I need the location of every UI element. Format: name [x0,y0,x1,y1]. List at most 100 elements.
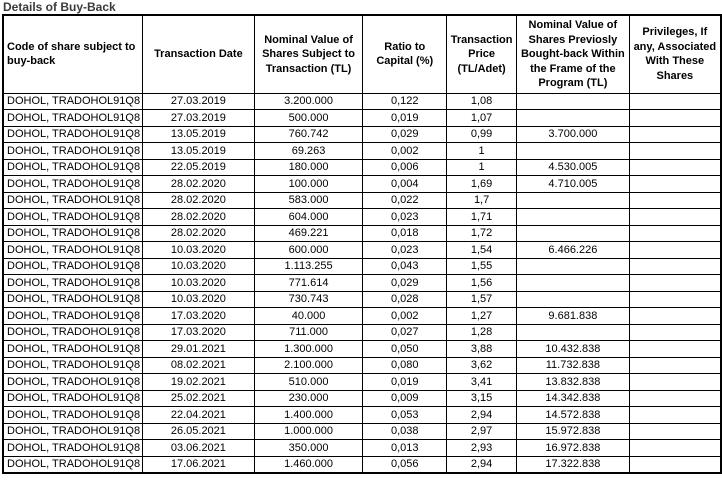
cell: 1.000.000 [253,422,364,441]
cell [628,125,722,144]
cell: 10.03.2020 [142,274,255,292]
cell: DOHOL, TRADOHOL91Q8 [2,274,144,292]
cell: 3,62 [446,356,518,375]
cell: DOHOL, TRADOHOL91Q8 [2,323,144,342]
cell: 1,54 [446,241,518,259]
cell: 2,97 [446,422,518,441]
column-header-3: Ratio to Capital (%) [362,14,448,94]
cell: 1,57 [446,290,518,309]
cell: 510.000 [253,373,364,391]
table-row: DOHOL, TRADOHOL91Q8 25.02.2021 230.000 0,00… [2,389,722,408]
cell: 4.530.005 [516,158,630,177]
cell: 0,019 [362,109,448,127]
cell: 3,88 [446,340,518,358]
cell: 22.05.2019 [142,158,255,177]
cell: 40.000 [253,307,364,325]
cell [628,224,722,243]
cell [516,191,630,210]
table-row: DOHOL, TRADOHOL91Q8 27.03.2019 500.000 0,01… [2,109,722,127]
cell: 0,038 [362,422,448,441]
cell [516,257,630,276]
cell: DOHOL, TRADOHOL91Q8 [2,439,144,457]
table-row: DOHOL, TRADOHOL91Q8 22.05.2019 180.000 0,00… [2,158,722,177]
cell: 1,72 [446,224,518,243]
cell: 28.02.2020 [142,224,255,243]
cell [628,439,722,457]
cell: 0,023 [362,241,448,259]
table-row: DOHOL, TRADOHOL91Q8 29.01.2021 1.300.000 0,… [2,340,722,358]
cell [628,290,722,309]
cell: 1,71 [446,208,518,226]
cell [628,158,722,177]
cell: 6.466.226 [516,241,630,259]
cell: 0,004 [362,175,448,193]
cell [628,257,722,276]
cell: 16.972.838 [516,439,630,457]
cell: 03.06.2021 [142,439,255,457]
cell: DOHOL, TRADOHOL91Q8 [2,257,144,276]
cell: 2,94 [446,455,518,474]
cell: 0,080 [362,356,448,375]
column-header-6: Privileges, If any, Associated With Thes… [628,14,722,94]
cell: DOHOL, TRADOHOL91Q8 [2,422,144,441]
cell: 13.05.2019 [142,125,255,144]
table-row: DOHOL, TRADOHOL91Q8 10.03.2020 771.614 0,02… [2,274,722,292]
table-row: DOHOL, TRADOHOL91Q8 28.02.2020 469.221 0,01… [2,224,722,243]
cell: 0,006 [362,158,448,177]
table-row: DOHOL, TRADOHOL91Q8 28.02.2020 604.000 0,02… [2,208,722,226]
cell: 230.000 [253,389,364,408]
cell: 0,99 [446,125,518,144]
table-row: DOHOL, TRADOHOL91Q8 28.02.2020 100.000 0,00… [2,175,722,193]
cell: 1.460.000 [253,455,364,474]
cell [628,422,722,441]
cell: 10.03.2020 [142,290,255,309]
cell [628,175,722,193]
cell: 14.342.838 [516,389,630,408]
cell [628,389,722,408]
cell: DOHOL, TRADOHOL91Q8 [2,406,144,424]
cell: 19.02.2021 [142,373,255,391]
table-row: DOHOL, TRADOHOL91Q8 10.03.2020 730.743 0,02… [2,290,722,309]
cell: 15.972.838 [516,422,630,441]
cell: DOHOL, TRADOHOL91Q8 [2,92,144,111]
cell [628,455,722,474]
cell: 0,022 [362,191,448,210]
cell: DOHOL, TRADOHOL91Q8 [2,389,144,408]
cell: 17.322.838 [516,455,630,474]
cell [516,274,630,292]
cell: 0,018 [362,224,448,243]
cell: 4.710.005 [516,175,630,193]
table-row: DOHOL, TRADOHOL91Q8 28.02.2020 583.000 0,02… [2,191,722,210]
cell: 0,023 [362,208,448,226]
column-header-0: Code of share subject to buy-back [2,14,144,94]
cell: 9.681.838 [516,307,630,325]
cell: 13.832.838 [516,373,630,391]
cell: 10.03.2020 [142,241,255,259]
cell: 0,056 [362,455,448,474]
cell: 17.03.2020 [142,323,255,342]
cell: DOHOL, TRADOHOL91Q8 [2,340,144,358]
cell: 11.732.838 [516,356,630,375]
cell: DOHOL, TRADOHOL91Q8 [2,224,144,243]
cell: 69.263 [253,142,364,160]
cell: 17.06.2021 [142,455,255,474]
cell: 583.000 [253,191,364,210]
cell: 27.03.2019 [142,109,255,127]
table-body: DOHOL, TRADOHOL91Q8 27.03.2019 3.200.000 0,… [2,92,722,474]
cell [516,92,630,111]
table-row: DOHOL, TRADOHOL91Q8 13.05.2019 760.742 0,02… [2,125,722,144]
header-row: Code of share subject to buy-back Transac… [2,14,722,94]
cell: 771.614 [253,274,364,292]
cell: 0,029 [362,274,448,292]
cell: DOHOL, TRADOHOL91Q8 [2,158,144,177]
cell [516,208,630,226]
cell: 604.000 [253,208,364,226]
column-header-2: Nominal Value of Shares Subject to Trans… [253,14,364,94]
cell: 760.742 [253,125,364,144]
cell: 711.000 [253,323,364,342]
cell: 14.572.838 [516,406,630,424]
cell: 0,002 [362,142,448,160]
cell: 0,053 [362,406,448,424]
cell: DOHOL, TRADOHOL91Q8 [2,109,144,127]
cell: 0,122 [362,92,448,111]
